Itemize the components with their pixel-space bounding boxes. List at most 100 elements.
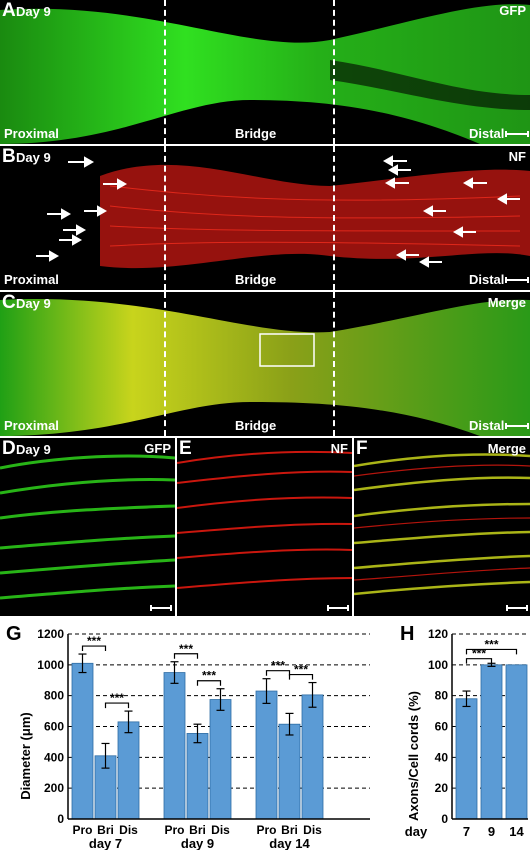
y-tick-label: 60 — [435, 720, 449, 734]
y-tick-label: 0 — [57, 812, 64, 826]
panel-f-merge: F Merge — [354, 438, 530, 616]
divider-line — [164, 292, 166, 436]
x-tick-label: Pro — [164, 823, 184, 837]
x-tick-label: 14 — [509, 824, 524, 839]
y-tick-label: 1000 — [37, 658, 64, 672]
y-tick-label: 80 — [435, 689, 449, 703]
y-axis-label: Diameter (μm) — [18, 712, 33, 799]
x-axis-title: day — [405, 824, 428, 839]
bar — [455, 698, 478, 820]
chart-g-diameter: G Diameter (μm) 0 200 400 600 800 1000 1200 **… — [6, 623, 370, 850]
gfp-zoom-image — [0, 454, 175, 600]
panel-letter: E — [179, 438, 192, 459]
scale-bar — [506, 605, 528, 611]
x-tick-label: Dis — [119, 823, 138, 837]
distal-label: Distal — [469, 418, 505, 433]
bridge-label: Bridge — [235, 272, 277, 287]
bar — [505, 664, 528, 820]
day-label: Day 9 — [16, 442, 51, 457]
panel-letter: D — [2, 438, 16, 459]
significance-bracket — [173, 653, 199, 659]
significance-label: *** — [179, 642, 193, 656]
x-tick-label: 7 — [463, 824, 470, 839]
nf-zoom-image — [177, 450, 352, 589]
scale-bar — [505, 131, 529, 137]
merge-zoom-image — [354, 453, 530, 596]
stain-label: NF — [508, 149, 526, 164]
bar — [255, 690, 278, 820]
significance-bracket — [465, 648, 518, 655]
significance-bracket — [104, 702, 130, 709]
y-tick-label: 600 — [44, 720, 64, 734]
stain-label: NF — [330, 441, 348, 456]
bar — [71, 662, 94, 820]
panel-a-gfp: A Day 9 GFP Proximal Bridge Distal — [0, 0, 530, 144]
panel-letter: C — [2, 292, 16, 313]
significance-bracket — [81, 645, 107, 652]
significance-label: *** — [87, 634, 101, 648]
x-tick-label: 9 — [488, 824, 495, 839]
bar — [163, 672, 186, 820]
panel-b-nf: B Day 9 NF Proximal Bridge Distal — [0, 146, 530, 290]
proximal-label: Proximal — [4, 418, 59, 433]
divider-line — [164, 146, 166, 290]
panel-letter: H — [400, 623, 414, 645]
y-tick-label: 100 — [428, 658, 448, 672]
y-tick-label: 0 — [441, 812, 448, 826]
divider-line — [333, 146, 335, 290]
significance-label: *** — [472, 647, 486, 661]
x-tick-label: Pro — [72, 823, 92, 837]
group-label: day 9 — [181, 836, 214, 850]
panel-letter: F — [356, 438, 368, 459]
x-tick-label: Bri — [189, 823, 206, 837]
x-tick-label: Bri — [281, 823, 298, 837]
day-label: Day 9 — [16, 4, 51, 19]
y-tick-label: 800 — [44, 689, 64, 703]
gfp-image — [0, 4, 530, 144]
panel-letter: G — [6, 623, 22, 645]
significance-bracket — [288, 673, 314, 680]
y-axis-label: Axons/Cell cords (%) — [406, 691, 421, 821]
scale-bar — [505, 423, 529, 429]
bar — [480, 664, 503, 820]
stain-label: Merge — [487, 295, 526, 310]
day-label: Day 9 — [16, 150, 51, 165]
bar — [186, 733, 209, 820]
nf-image — [100, 164, 530, 269]
bridge-label: Bridge — [235, 418, 277, 433]
x-tick-label: Dis — [211, 823, 230, 837]
panel-e-nf: E NF — [177, 438, 352, 616]
divider-line — [333, 292, 335, 436]
distal-label: Distal — [469, 126, 505, 141]
panel-letter: A — [2, 0, 16, 21]
group-label: day 14 — [269, 836, 310, 850]
x-tick-label: Pro — [256, 823, 276, 837]
panel-letter: B — [2, 146, 16, 167]
divider-line — [164, 0, 166, 144]
bar — [117, 721, 140, 820]
significance-bracket — [265, 670, 291, 676]
merge-image — [0, 299, 530, 436]
x-tick-label: Dis — [303, 823, 322, 837]
significance-label: *** — [294, 663, 308, 677]
chart-h-axons: H Axons/Cell cords (%) 0 20 40 60 80 100 120 *… — [400, 623, 528, 839]
significance-label: *** — [484, 637, 498, 651]
panel-c-merge: C Day 9 Merge Proximal Bridge Distal — [0, 292, 530, 436]
scale-bar — [327, 605, 349, 611]
y-tick-label: 400 — [44, 750, 64, 764]
y-tick-label: 200 — [44, 781, 64, 795]
x-tick-label: Bri — [97, 823, 114, 837]
significance-bracket — [465, 658, 493, 664]
scale-bar — [505, 277, 529, 283]
y-tick-label: 120 — [428, 627, 448, 641]
bar — [278, 723, 301, 820]
scale-bar — [150, 605, 172, 611]
divider-line — [333, 0, 335, 144]
group-label: day 7 — [89, 836, 122, 850]
stain-label: GFP — [144, 441, 171, 456]
significance-label: *** — [202, 669, 216, 683]
bridge-label: Bridge — [235, 126, 277, 141]
y-tick-label: 40 — [435, 750, 449, 764]
arrow-annotations — [36, 155, 520, 268]
y-tick-label: 1200 — [37, 627, 64, 641]
